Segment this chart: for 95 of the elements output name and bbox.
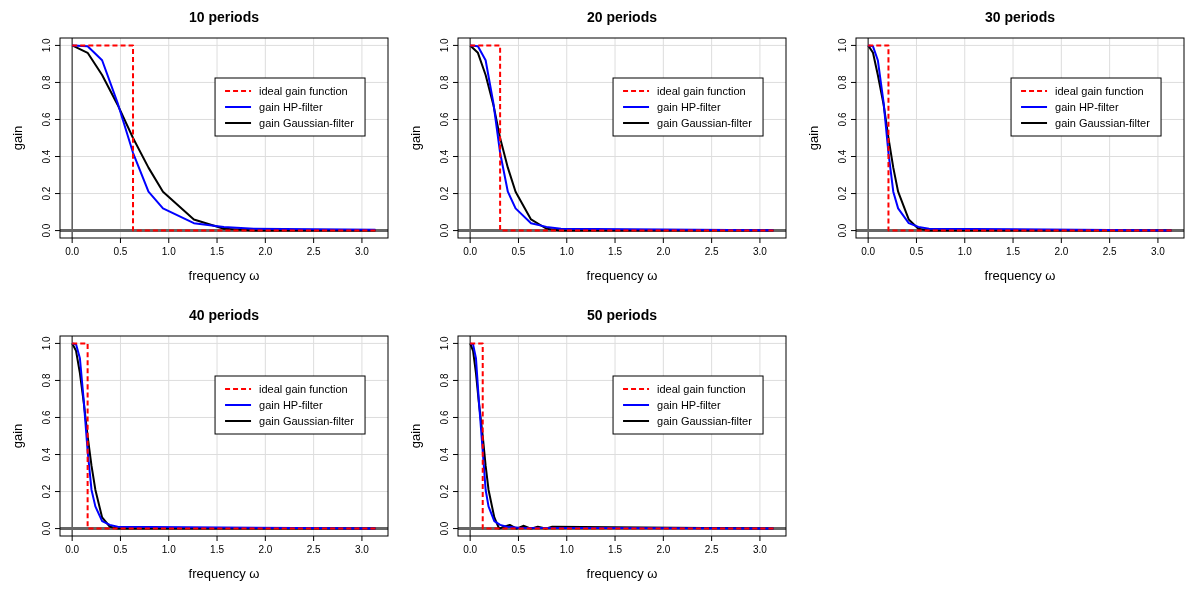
y-axis-title: gain [10, 125, 25, 151]
x-axis-title: frequency ω [984, 268, 1056, 283]
legend-label: gain Gaussian-filter [657, 117, 753, 129]
x-tick-label: 1.5 [210, 246, 225, 257]
legend-label: ideal gain function [1055, 85, 1144, 97]
y-tick-label: 1.0 [41, 336, 52, 351]
y-tick-label: 0.8 [41, 373, 52, 388]
chart-title: 40 periods [188, 307, 260, 323]
x-tick-label: 0.5 [909, 246, 924, 257]
x-tick-label: 2.0 [1054, 246, 1069, 257]
x-tick-label: 0.5 [113, 246, 128, 257]
x-tick-label: 1.0 [559, 246, 575, 257]
x-axis-title: frequency ω [586, 268, 658, 283]
x-tick-label: 1.5 [608, 544, 623, 555]
legend-label: gain Gaussian-filter [259, 117, 355, 129]
y-axis-title: gain [408, 125, 423, 151]
y-tick-label: 0.6 [439, 112, 450, 127]
y-tick-label: 0.2 [41, 484, 52, 499]
x-tick-label: 1.5 [210, 544, 225, 555]
y-tick-label: 0.4 [439, 149, 450, 164]
x-tick-label: 1.0 [957, 246, 973, 257]
y-tick-label: 0.4 [837, 149, 848, 164]
legend-label: gain Gaussian-filter [657, 415, 753, 427]
y-tick-label: 1.0 [439, 336, 450, 351]
x-tick-label: 2.5 [306, 544, 322, 555]
y-tick-label: 0.0 [837, 223, 848, 238]
y-axis-title: gain [10, 423, 25, 449]
x-tick-label: 2.5 [306, 246, 322, 257]
y-tick-label: 0.0 [439, 521, 450, 536]
x-tick-label: 0.5 [113, 544, 128, 555]
x-tick-label: 0.0 [463, 246, 478, 257]
x-tick-label: 2.0 [258, 246, 273, 257]
y-tick-label: 0.0 [41, 223, 52, 238]
x-tick-label: 2.5 [1102, 246, 1118, 257]
x-tick-label: 0.0 [65, 544, 80, 555]
x-tick-label: 3.0 [354, 246, 370, 257]
x-tick-label: 2.5 [704, 246, 720, 257]
y-tick-label: 0.8 [837, 75, 848, 90]
y-tick-label: 0.2 [41, 186, 52, 201]
legend-label: gain HP-filter [657, 101, 721, 113]
x-tick-label: 2.5 [704, 544, 720, 555]
legend-label: gain Gaussian-filter [259, 415, 355, 427]
x-tick-label: 3.0 [752, 544, 768, 555]
legend-label: gain Gaussian-filter [1055, 117, 1151, 129]
x-tick-label: 0.0 [65, 246, 80, 257]
chart-title: 10 periods [188, 9, 260, 25]
x-tick-label: 2.0 [656, 246, 671, 257]
x-tick-label: 1.0 [161, 544, 177, 555]
x-tick-label: 1.0 [161, 246, 177, 257]
y-tick-label: 0.6 [41, 112, 52, 127]
x-tick-label: 3.0 [1150, 246, 1166, 257]
y-tick-label: 0.8 [439, 75, 450, 90]
y-tick-label: 1.0 [837, 38, 848, 53]
legend-label: gain HP-filter [259, 399, 323, 411]
x-tick-label: 1.5 [1006, 246, 1021, 257]
y-tick-label: 1.0 [41, 38, 52, 53]
legend-label: ideal gain function [657, 85, 746, 97]
y-tick-label: 0.2 [439, 484, 450, 499]
chart-title: 20 periods [586, 9, 658, 25]
x-axis-title: frequency ω [188, 268, 260, 283]
chart-title: 50 periods [586, 307, 658, 323]
y-tick-label: 0.2 [439, 186, 450, 201]
y-tick-label: 0.6 [439, 410, 450, 425]
x-tick-label: 0.5 [511, 544, 526, 555]
x-axis-title: frequency ω [188, 566, 260, 581]
y-axis-title: gain [806, 125, 821, 151]
y-tick-label: 1.0 [439, 38, 450, 53]
y-tick-label: 0.8 [439, 373, 450, 388]
x-tick-label: 2.0 [258, 544, 273, 555]
x-tick-label: 0.0 [463, 544, 478, 555]
legend-label: gain HP-filter [259, 101, 323, 113]
y-tick-label: 0.0 [439, 223, 450, 238]
x-tick-label: 0.0 [861, 246, 876, 257]
x-tick-label: 1.5 [608, 246, 623, 257]
x-tick-label: 1.0 [559, 544, 575, 555]
legend-label: gain HP-filter [657, 399, 721, 411]
legend-label: ideal gain function [657, 383, 746, 395]
y-tick-label: 0.4 [41, 149, 52, 164]
legend-label: gain HP-filter [1055, 101, 1119, 113]
y-axis-title: gain [408, 423, 423, 449]
legend-label: ideal gain function [259, 383, 348, 395]
y-tick-label: 0.2 [837, 186, 848, 201]
y-tick-label: 0.6 [837, 112, 848, 127]
legend-label: ideal gain function [259, 85, 348, 97]
x-tick-label: 3.0 [752, 246, 768, 257]
x-axis-title: frequency ω [586, 566, 658, 581]
y-tick-label: 0.4 [41, 447, 52, 462]
x-tick-label: 3.0 [354, 544, 370, 555]
y-tick-label: 0.8 [41, 75, 52, 90]
chart-title: 30 periods [984, 9, 1056, 25]
y-tick-label: 0.6 [41, 410, 52, 425]
y-tick-label: 0.0 [41, 521, 52, 536]
x-tick-label: 2.0 [656, 544, 671, 555]
y-tick-label: 0.4 [439, 447, 450, 462]
x-tick-label: 0.5 [511, 246, 526, 257]
